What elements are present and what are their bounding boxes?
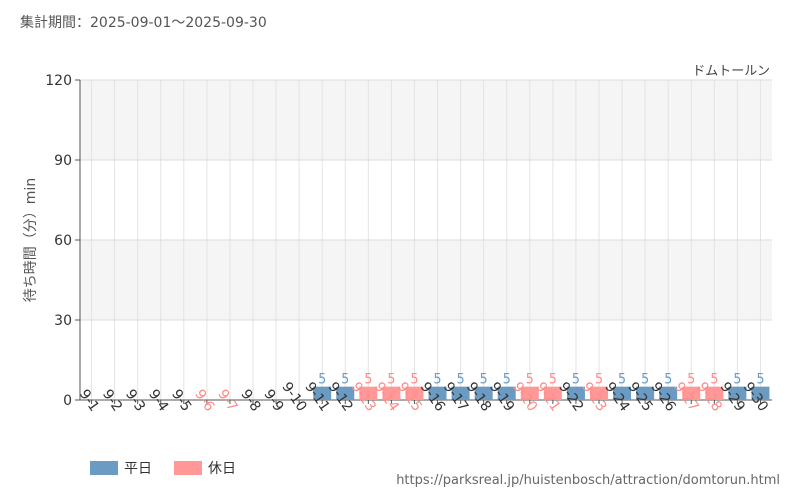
bar: [636, 386, 655, 400]
bar-value-label: 5: [387, 372, 395, 388]
bar: [520, 386, 539, 400]
grid-band: [80, 160, 772, 240]
bar: [566, 386, 585, 400]
bar-value-label: 5: [318, 372, 326, 388]
bar: [497, 386, 516, 400]
y-tick-label: 120: [45, 73, 72, 89]
bar-value-label: 5: [687, 372, 695, 388]
bar: [613, 386, 632, 400]
bar-value-label: 5: [434, 372, 442, 388]
y-tick-label: 0: [63, 393, 72, 409]
bar: [405, 386, 424, 400]
bar: [728, 386, 747, 400]
bar: [382, 386, 401, 400]
bar-value-label: 5: [341, 372, 349, 388]
source-url: https://parksreal.jp/huistenbosch/attrac…: [396, 473, 780, 488]
grid-band: [80, 240, 772, 320]
grid-band: [80, 320, 772, 400]
legend-swatch-holiday: [174, 461, 202, 475]
bar: [428, 386, 447, 400]
bar: [451, 386, 470, 400]
legend-item-weekday: 平日: [90, 458, 152, 478]
bar-value-label: 5: [641, 372, 649, 388]
bar: [659, 386, 678, 400]
bar-value-label: 5: [480, 372, 488, 388]
bar-value-label: 5: [664, 372, 672, 388]
bar-value-label: 5: [572, 372, 580, 388]
y-tick-label: 30: [54, 313, 72, 329]
bar: [590, 386, 608, 400]
y-tick-label: 60: [54, 233, 72, 249]
bar-value-label: 5: [618, 372, 626, 388]
bar: [682, 386, 701, 400]
bar: [705, 386, 724, 400]
bar: [313, 386, 332, 400]
legend: 平日 休日: [90, 458, 236, 478]
bar: [359, 386, 378, 400]
legend-swatch-weekday: [90, 461, 118, 475]
y-tick-label: 90: [54, 153, 72, 169]
bar-value-label: 5: [364, 372, 372, 388]
bar: [751, 386, 770, 400]
bar: [543, 386, 562, 400]
period-label: 集計期間：2025-09-01～2025-09-30: [20, 15, 267, 31]
bar-value-label: 5: [733, 372, 741, 388]
legend-item-holiday: 休日: [174, 458, 236, 478]
legend-label-holiday: 休日: [208, 461, 236, 477]
bar-value-label: 5: [756, 372, 764, 388]
bar: [336, 386, 355, 400]
legend-label-weekday: 平日: [124, 461, 152, 477]
bar-value-label: 5: [457, 372, 465, 388]
bar-value-label: 5: [503, 372, 511, 388]
bar: [474, 386, 493, 400]
chart-title: ドムトールン: [692, 64, 770, 79]
grid-band: [80, 80, 772, 160]
bar-value-label: 5: [526, 372, 534, 388]
bar-value-label: 5: [410, 372, 418, 388]
bar-value-label: 5: [595, 372, 603, 388]
bar-value-label: 5: [710, 372, 718, 388]
bar-value-label: 5: [549, 372, 557, 388]
